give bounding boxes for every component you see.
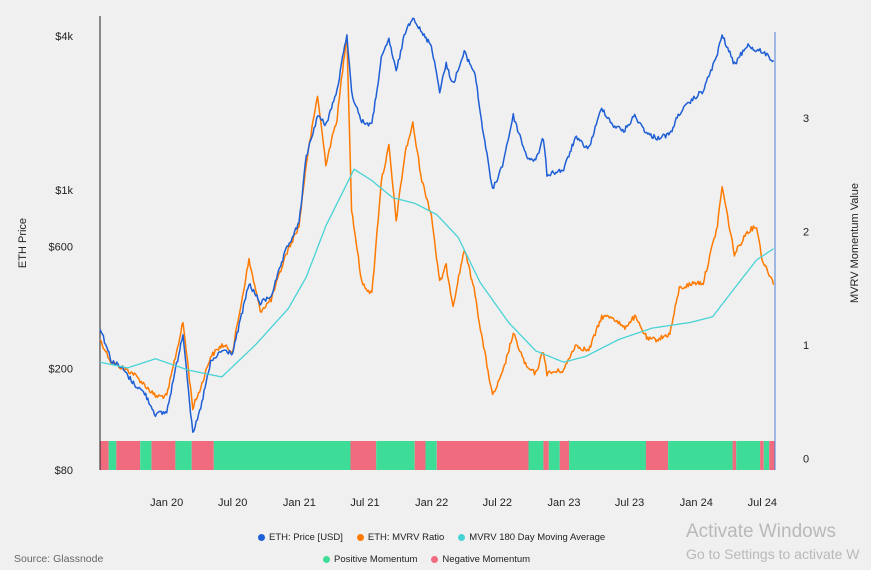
series-lines xyxy=(99,17,775,433)
momentum-segment-positive xyxy=(763,441,770,470)
momentum-segment-negative xyxy=(732,441,737,470)
momentum-segment-positive xyxy=(175,441,192,470)
momentum-segment-negative xyxy=(559,441,570,470)
momentum-segment-positive xyxy=(140,441,152,470)
legend-label: ETH: MVRV Ratio xyxy=(367,532,445,543)
momentum-segment-negative xyxy=(760,441,764,470)
momentum-segment-negative xyxy=(116,441,141,470)
momentum-segment-negative xyxy=(645,441,668,470)
tick-labels: $80 $200 $600 $1k $4k 0 1 2 3 Jan 20 Jul 20 Jan 21 J… xyxy=(49,31,810,509)
x-tick-label: Jul 24 xyxy=(748,497,777,509)
right-tick-label: 3 xyxy=(803,113,809,125)
momentum-segment-negative xyxy=(100,441,109,470)
momentum-segment-positive xyxy=(108,441,117,470)
legend-row-2: Positive Momentum Negative Momentum xyxy=(323,554,530,565)
series-line-mvrv-180d-ma xyxy=(99,168,774,378)
legend-swatch xyxy=(431,556,439,563)
x-tick-label: Jul 22 xyxy=(483,497,512,509)
momentum-segment-positive xyxy=(569,441,646,470)
source-note: Source: Glassnode xyxy=(14,553,104,565)
watermark-title: Activate Windows xyxy=(686,521,836,542)
x-tick-label: Jul 23 xyxy=(615,497,644,509)
left-axis-title: ETH Price xyxy=(17,218,29,268)
legend-swatch xyxy=(458,534,466,541)
legend-swatch xyxy=(356,534,364,541)
momentum-segment-positive xyxy=(425,441,437,470)
momentum-segment-negative xyxy=(151,441,176,470)
momentum-segment-negative xyxy=(350,441,377,470)
series-line-mvrv-ratio xyxy=(99,34,775,411)
legend-label: MVRV 180 Day Moving Average xyxy=(469,532,606,543)
momentum-segment-negative xyxy=(769,441,775,470)
watermark-subtitle: Go to Settings to activate W xyxy=(686,546,860,562)
momentum-segment-negative xyxy=(436,441,529,470)
series-line-eth-price xyxy=(99,17,775,433)
momentum-segment-positive xyxy=(376,441,415,470)
momentum-segment-negative xyxy=(191,441,214,470)
right-tick-label: 2 xyxy=(803,227,809,239)
x-tick-label: Jul 21 xyxy=(350,497,379,509)
x-tick-label: Jul 20 xyxy=(218,497,247,509)
momentum-bar xyxy=(100,441,775,470)
momentum-segment-positive xyxy=(213,441,351,470)
momentum-segment-positive xyxy=(668,441,733,470)
momentum-segment-positive xyxy=(548,441,560,470)
legend-item: ETH: MVRV Ratio xyxy=(356,532,445,543)
legend-swatch xyxy=(323,556,330,563)
right-tick-label: 1 xyxy=(803,340,809,352)
legend-swatch xyxy=(258,534,265,541)
legend-label: ETH: Price [USD] xyxy=(269,532,343,543)
left-tick-label: $200 xyxy=(49,363,73,375)
left-tick-label: $600 xyxy=(49,242,73,254)
legend-item: MVRV 180 Day Moving Average xyxy=(458,532,605,543)
right-tick-label: 0 xyxy=(803,454,809,466)
momentum-segment-negative xyxy=(414,441,426,470)
right-axis-title: MVRV Momentum Value xyxy=(849,183,861,303)
momentum-segment-positive xyxy=(736,441,761,470)
legend-label: Positive Momentum xyxy=(334,554,418,565)
axes xyxy=(99,16,776,470)
legend-item: ETH: Price [USD] xyxy=(258,532,343,543)
left-tick-label: $80 xyxy=(55,465,73,477)
x-tick-label: Jan 24 xyxy=(680,497,713,509)
momentum-segment-negative xyxy=(543,441,549,470)
momentum-segment-positive xyxy=(528,441,544,470)
x-tick-label: Jan 21 xyxy=(283,497,316,509)
legend-row-1: ETH: Price [USD] ETH: MVRV Ratio MVRV 180 … xyxy=(258,532,605,543)
x-tick-label: Jan 23 xyxy=(547,497,580,509)
legend-label: Negative Momentum xyxy=(442,554,531,565)
left-tick-label: $1k xyxy=(55,185,73,197)
legend-item: Negative Momentum xyxy=(431,554,530,565)
legend-item: Positive Momentum xyxy=(323,554,417,565)
left-tick-label: $4k xyxy=(55,31,73,43)
x-tick-label: Jan 22 xyxy=(415,497,448,509)
activate-windows-watermark: Activate Windows Go to Settings to activ… xyxy=(686,521,860,562)
x-tick-label: Jan 20 xyxy=(150,497,183,509)
